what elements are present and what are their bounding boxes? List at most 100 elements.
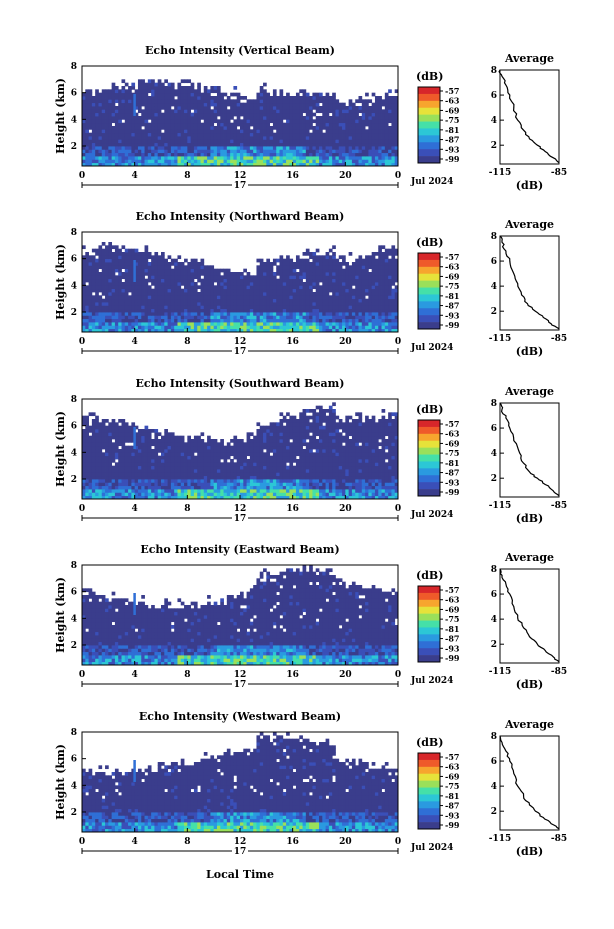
heatmap-cell: [286, 265, 290, 270]
heatmap-cell: [85, 489, 89, 493]
heatmap-cell: [161, 159, 165, 164]
heatmap-cell: [351, 328, 356, 333]
heatmap-cell: [180, 106, 185, 110]
heatmap-cell: [190, 96, 195, 100]
heatmap-cell: [134, 298, 139, 303]
heatmap-cell: [289, 96, 294, 100]
heatmap-cell: [269, 102, 274, 107]
heatmap-cell: [101, 162, 106, 167]
heatmap-cell: [378, 298, 382, 303]
heatmap-cell: [246, 112, 251, 117]
heatmap-cell: [187, 102, 192, 107]
heatmap-cell: [213, 149, 218, 154]
heatmap-cell: [144, 258, 149, 263]
heatmap-cell: [207, 132, 211, 137]
heatmap-cell: [226, 302, 231, 306]
heatmap-cell: [302, 106, 307, 110]
heatmap-cell: [233, 489, 238, 493]
heatmap-cell: [128, 495, 132, 500]
heatmap-cell: [263, 162, 267, 167]
heatmap-cell: [131, 106, 136, 110]
heatmap-cell: [200, 112, 205, 117]
heatmap-cell: [177, 278, 182, 283]
heatmap-cell: [134, 126, 139, 130]
heatmap-cell: [216, 275, 221, 280]
heatmap-cell: [118, 139, 122, 144]
heatmap-cell: [338, 318, 343, 323]
heatmap-cell: [131, 288, 136, 293]
heatmap-cell: [170, 82, 175, 87]
heatmap-cell: [193, 126, 198, 130]
colorbar-tick-label: -63: [445, 96, 460, 106]
heatmap-cell: [302, 489, 307, 493]
heatmap-cell: [256, 479, 261, 483]
heatmap-cell: [322, 302, 326, 306]
heatmap-cell: [105, 292, 109, 296]
heatmap-cell: [147, 479, 152, 483]
heatmap-cell: [144, 262, 149, 266]
heatmap-cell: [230, 489, 234, 493]
heatmap-cell: [358, 275, 363, 280]
heatmap-cell: [374, 252, 379, 256]
heatmap-cell: [259, 295, 264, 300]
heatmap-cell: [128, 122, 132, 127]
heatmap-cell: [279, 106, 284, 110]
heatmap-cell: [381, 318, 386, 323]
heatmap-cell: [299, 142, 303, 147]
heatmap-cell: [282, 262, 287, 266]
heatmap-cell: [190, 298, 195, 303]
heatmap-cell: [141, 116, 145, 120]
heatmap-cell: [236, 119, 241, 124]
heatmap-cell: [302, 492, 307, 497]
heatmap-cell: [348, 139, 353, 144]
heatmap-cell: [374, 119, 379, 124]
heatmap-cell: [220, 275, 224, 280]
heatmap-cell: [141, 485, 145, 490]
heatmap-cell: [328, 122, 333, 127]
heatmap-cell: [315, 479, 320, 483]
heatmap-cell: [325, 122, 330, 127]
heatmap-cell: [144, 126, 149, 130]
heatmap-cell: [358, 282, 363, 286]
heatmap-cell: [141, 255, 145, 260]
heatmap-cell: [266, 489, 271, 493]
heatmap-cell: [131, 268, 136, 273]
heatmap-cell: [164, 156, 168, 160]
heatmap-cell: [263, 298, 267, 303]
heatmap-cell: [243, 295, 247, 300]
heatmap-cell: [170, 262, 175, 266]
heatmap-cell: [134, 136, 139, 140]
heatmap-cell: [216, 139, 221, 144]
heatmap-cell: [374, 298, 379, 303]
heatmap-cell: [147, 492, 152, 497]
heatmap-cell: [342, 149, 346, 154]
heatmap-cell: [263, 126, 267, 130]
heatmap-cell: [365, 492, 369, 497]
heatmap-cell: [259, 159, 264, 164]
heatmap-cell: [124, 252, 129, 256]
heatmap-cell: [371, 102, 376, 107]
heatmap-cell: [121, 258, 126, 263]
heatmap-cell: [243, 106, 247, 110]
heatmap-cell: [289, 489, 294, 493]
heatmap-cell: [144, 159, 149, 164]
heatmap-cell: [355, 152, 359, 157]
heatmap-cell: [197, 156, 201, 160]
heatmap-cell: [128, 248, 132, 253]
heatmap-cell: [184, 278, 188, 283]
heatmap-cell: [128, 268, 132, 273]
heatmap-cell: [256, 119, 261, 124]
heatmap-cell: [91, 112, 96, 117]
heatmap-cell: [295, 282, 300, 286]
heatmap-cell: [388, 262, 392, 266]
echo-streak: [133, 260, 136, 282]
heatmap-cell: [351, 495, 356, 500]
heatmap-cell: [302, 479, 307, 483]
heatmap-cell: [85, 475, 89, 480]
heatmap-cell: [101, 99, 106, 104]
heatmap-cell: [111, 312, 116, 316]
heatmap-cell: [151, 328, 155, 333]
heatmap-cell: [174, 282, 178, 286]
heatmap-cell: [180, 489, 185, 493]
heatmap-cell: [295, 255, 300, 260]
